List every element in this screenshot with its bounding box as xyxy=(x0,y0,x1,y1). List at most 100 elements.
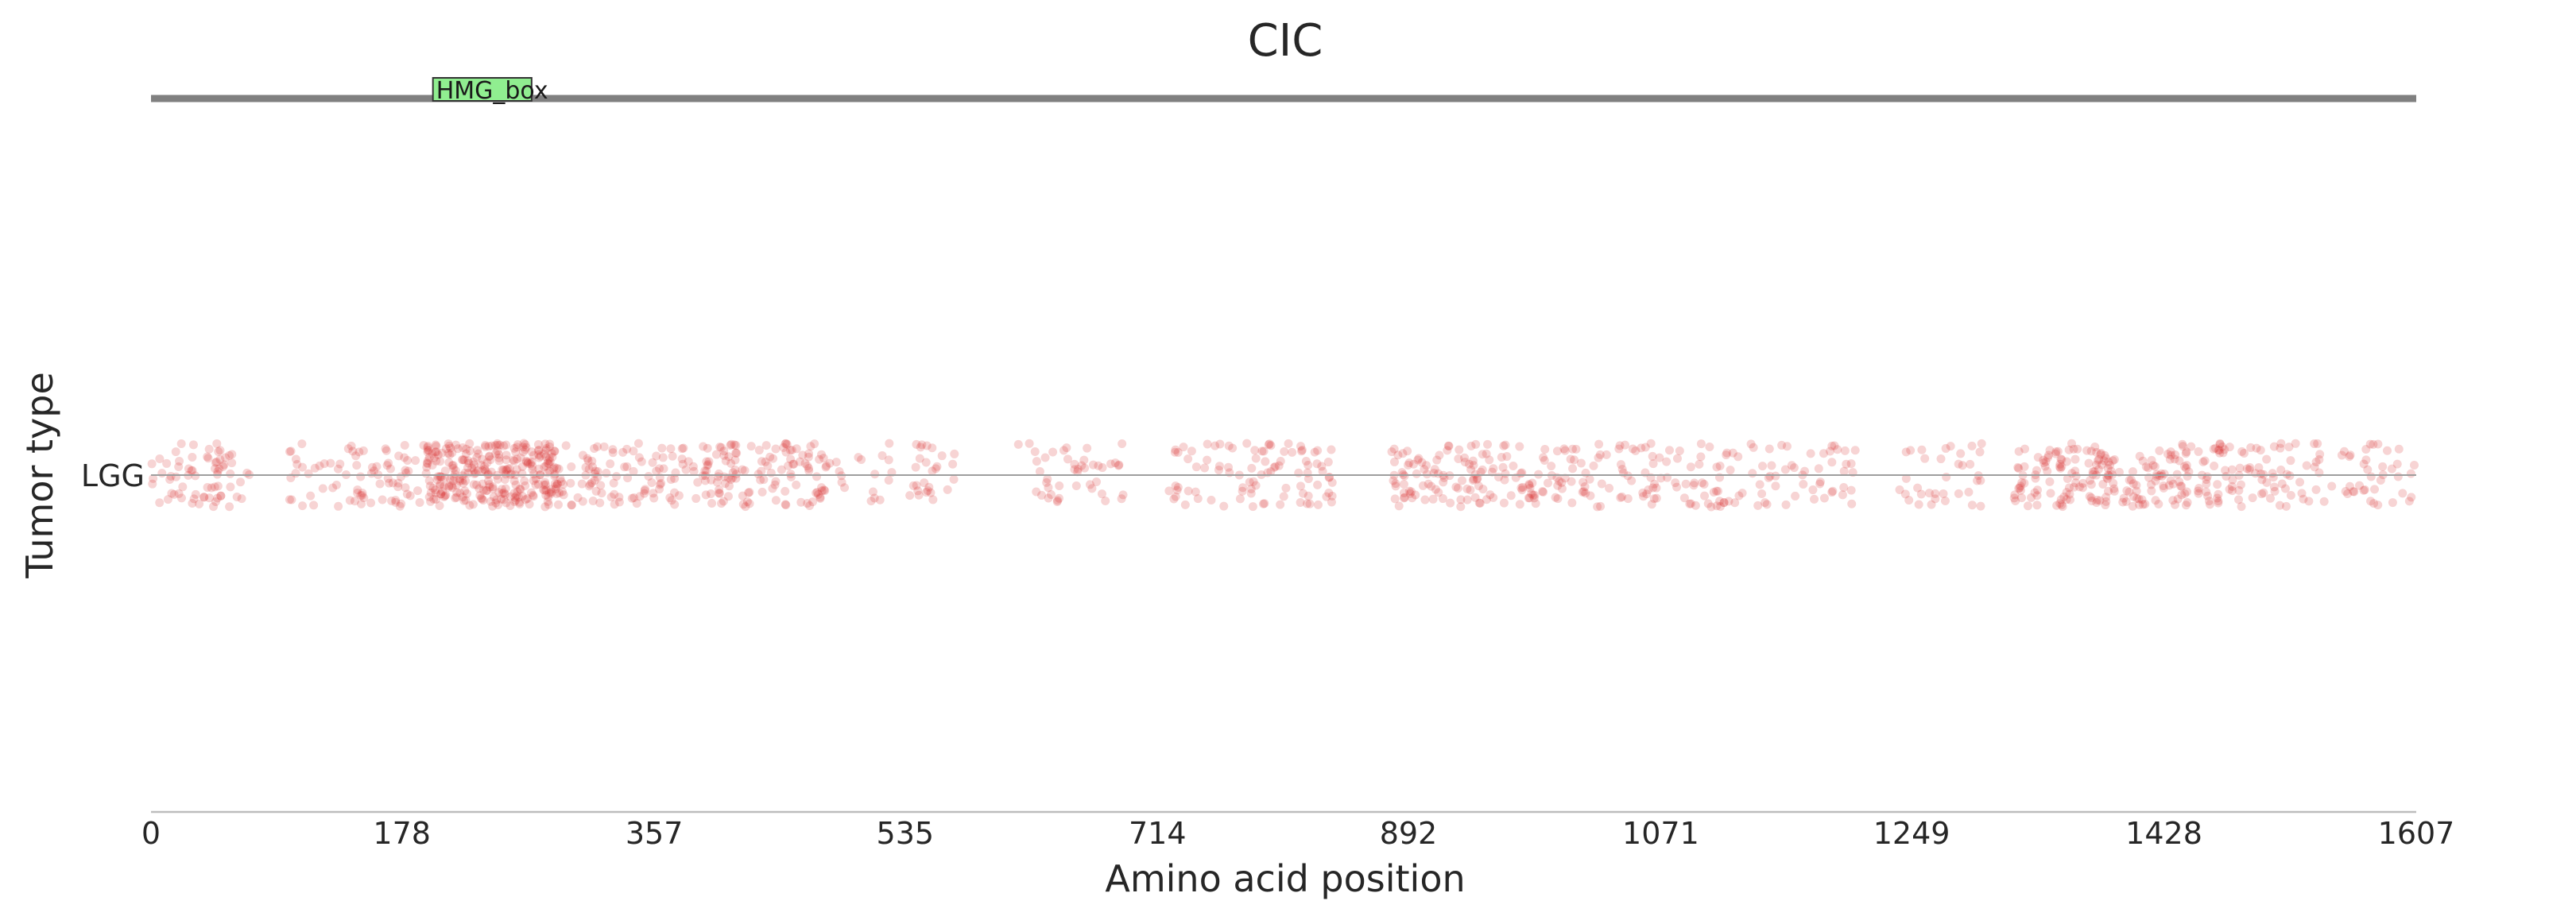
mutation-point xyxy=(480,462,490,471)
mutation-point xyxy=(397,499,406,508)
mutation-point xyxy=(1303,499,1312,508)
mutation-point xyxy=(745,487,754,497)
mutation-point xyxy=(2096,448,2105,458)
mutation-point xyxy=(723,492,733,501)
mutation-point xyxy=(2215,439,2225,448)
mutation-point xyxy=(1466,465,1476,474)
mutation-point xyxy=(552,479,562,489)
mutation-point xyxy=(593,442,602,451)
mutation-point xyxy=(2213,480,2222,489)
mutation-point xyxy=(2078,478,2088,488)
mutation-point xyxy=(534,450,544,459)
mutation-point xyxy=(1567,477,1576,486)
mutation-point xyxy=(1646,439,1656,448)
mutation-point xyxy=(287,495,296,504)
mutation-point xyxy=(444,482,454,492)
mutation-point xyxy=(2315,450,2325,459)
mutation-point xyxy=(2214,446,2223,455)
mutation-point xyxy=(171,447,180,457)
mutation-point xyxy=(2125,475,2134,485)
mutation-point xyxy=(1468,475,1478,485)
mutation-point xyxy=(2086,446,2096,456)
mutation-point xyxy=(1035,467,1044,477)
mutation-point xyxy=(1733,452,1743,462)
mutation-point xyxy=(169,489,179,499)
mutation-point xyxy=(1516,469,1525,478)
mutation-point xyxy=(513,487,522,497)
mutation-point xyxy=(172,472,181,481)
mutation-point xyxy=(1758,462,1768,471)
mutation-point xyxy=(1164,486,1174,496)
mutation-point xyxy=(1808,485,1818,495)
mutation-point xyxy=(1422,461,1431,470)
mutation-point xyxy=(1838,490,1847,500)
mutation-point xyxy=(529,492,538,501)
mutation-point xyxy=(474,449,483,458)
mutation-point xyxy=(1936,454,1946,464)
mutation-point xyxy=(1730,498,1740,508)
mutation-point xyxy=(551,484,560,493)
mutation-point xyxy=(213,466,223,476)
mutation-point xyxy=(2138,500,2148,509)
mutation-point xyxy=(2166,476,2175,485)
mutation-point xyxy=(415,497,424,507)
mutation-point xyxy=(1470,493,1480,502)
mutation-point xyxy=(1547,462,1556,471)
mutation-point xyxy=(1298,489,1307,498)
mutation-point xyxy=(1462,484,1472,493)
mutation-point xyxy=(2090,443,2100,452)
mutation-point xyxy=(1191,462,1201,472)
mutation-point xyxy=(1098,463,1107,473)
mutation-point xyxy=(655,485,664,494)
mutation-point xyxy=(1715,461,1725,470)
mutation-point xyxy=(1616,493,1625,502)
mutation-point xyxy=(478,479,487,489)
mutation-point xyxy=(2239,448,2249,458)
mutation-point xyxy=(447,483,457,493)
x-tick-label: 178 xyxy=(373,816,431,851)
mutation-point xyxy=(2082,446,2092,455)
mutation-point xyxy=(622,444,632,454)
mutation-point xyxy=(450,470,459,479)
mutation-point xyxy=(521,495,530,504)
mutation-point xyxy=(304,469,313,478)
mutation-point xyxy=(1954,459,1963,469)
mutation-point xyxy=(2286,456,2295,466)
mutation-point xyxy=(2073,444,2082,454)
mutation-point xyxy=(2302,461,2311,470)
mutation-point xyxy=(1656,474,1666,483)
mutation-point xyxy=(2183,497,2192,507)
mutation-point xyxy=(328,483,338,493)
mutation-point xyxy=(2132,486,2141,496)
mutation-point xyxy=(1013,439,1023,449)
mutation-point xyxy=(1637,443,1646,453)
mutation-point xyxy=(2194,483,2204,493)
mutation-point xyxy=(402,489,412,499)
mutation-point xyxy=(1444,441,1454,450)
mutation-point xyxy=(2013,462,2023,472)
mutation-point xyxy=(649,489,658,498)
mutation-point xyxy=(509,489,519,498)
mutation-point xyxy=(567,501,576,510)
mutation-point xyxy=(670,474,680,483)
mutation-point xyxy=(459,455,469,465)
mutation-point xyxy=(1726,466,1735,475)
mutation-point xyxy=(703,443,712,453)
mutation-point xyxy=(188,499,197,508)
mutation-point xyxy=(1679,493,1689,503)
mutation-point xyxy=(512,443,521,452)
mutation-point xyxy=(2151,496,2160,505)
mutation-point xyxy=(2101,493,2111,502)
mutation-point xyxy=(2129,492,2138,501)
mutation-point xyxy=(2180,462,2190,471)
mutation-point xyxy=(1303,460,1313,470)
mutation-point xyxy=(1249,477,1258,486)
mutation-point xyxy=(2259,488,2268,497)
mutation-point xyxy=(2284,443,2294,452)
mutation-point xyxy=(632,499,641,508)
mutation-point xyxy=(554,464,564,474)
mutation-point xyxy=(629,466,638,476)
mutation-point xyxy=(2181,463,2191,473)
mutation-point xyxy=(1389,444,1399,454)
mutation-point xyxy=(174,489,184,498)
